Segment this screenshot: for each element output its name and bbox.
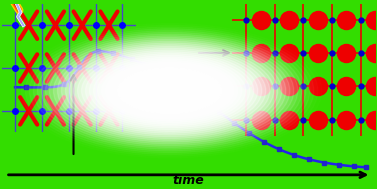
Text: time: time xyxy=(173,174,204,187)
